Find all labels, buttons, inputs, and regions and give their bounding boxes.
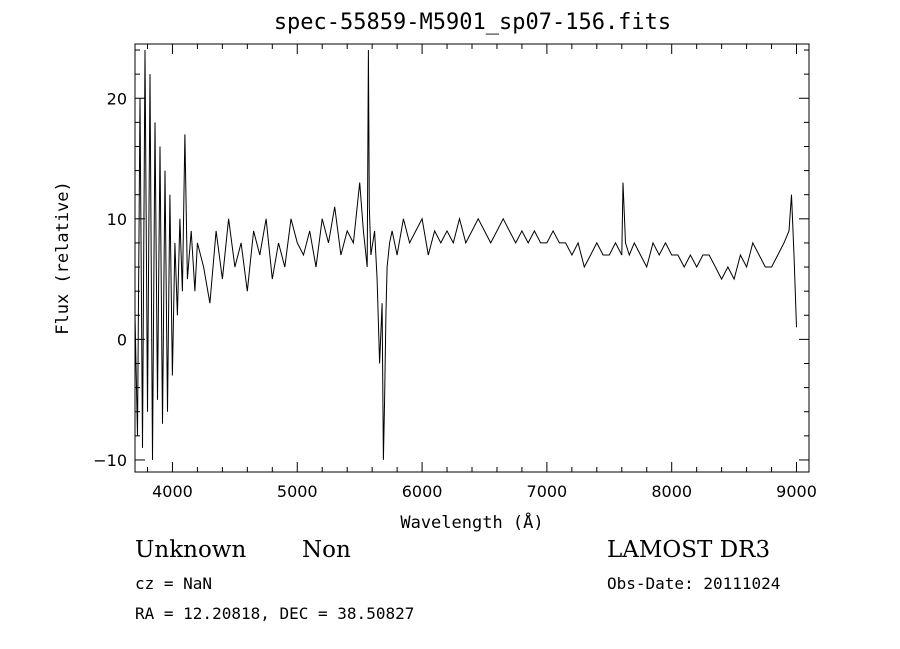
spectrum-line xyxy=(134,49,797,460)
x-tick-label: 9000 xyxy=(776,482,817,501)
survey-label: LAMOST DR3 xyxy=(607,537,771,563)
object-class: Unknown xyxy=(135,537,247,563)
object-subclass: Non xyxy=(302,537,351,563)
chart-title: spec-55859-M5901_sp07-156.fits xyxy=(273,10,672,35)
y-tick-label: 10 xyxy=(107,210,127,229)
x-tick-label: 7000 xyxy=(527,482,568,501)
coordinates-label: RA = 12.20818, DEC = 38.50827 xyxy=(135,604,415,623)
y-tick-label: −10 xyxy=(93,451,127,470)
y-axis-label: Flux (relative) xyxy=(53,181,73,335)
y-tick-label: 20 xyxy=(107,89,127,108)
x-tick-label: 5000 xyxy=(277,482,318,501)
redshift-label: cz = NaN xyxy=(135,574,213,593)
axis-tick-labels: 4000 5000 6000 7000 8000 9000 −10 0 10 20 xyxy=(93,89,817,501)
x-axis-label: Wavelength (Å) xyxy=(400,511,543,533)
axis-ticks xyxy=(135,44,809,472)
y-tick-label: 0 xyxy=(117,330,127,349)
x-tick-label: 6000 xyxy=(402,482,443,501)
obs-date-label: Obs-Date: 20111024 xyxy=(607,574,781,593)
plot-frame xyxy=(134,43,810,473)
x-tick-label: 4000 xyxy=(152,482,193,501)
x-tick-label: 8000 xyxy=(651,482,692,501)
